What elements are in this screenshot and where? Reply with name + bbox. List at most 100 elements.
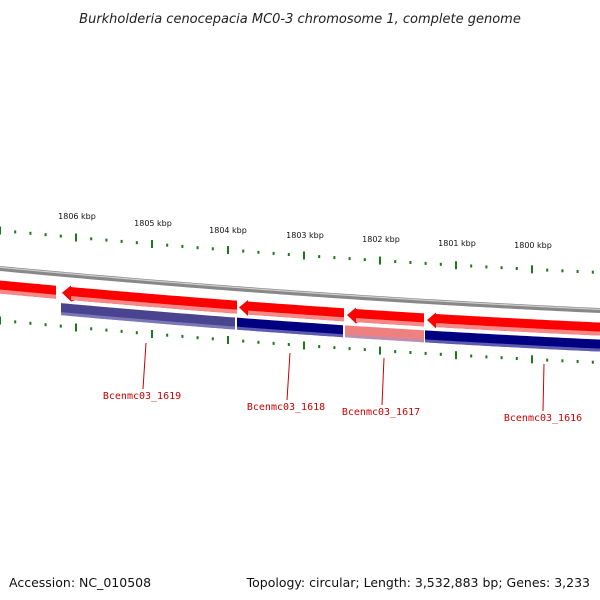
gene-label-1617[interactable]: Bcenmc03_1617 <box>342 407 420 418</box>
major-tick <box>75 233 77 242</box>
minor-tick <box>348 257 351 261</box>
minor-tick <box>211 337 214 341</box>
minor-tick <box>333 256 336 260</box>
minor-tick <box>257 340 260 344</box>
forward-gene-shade-4 <box>436 323 600 336</box>
position-label-1801: 1801 kbp <box>438 239 476 248</box>
minor-tick <box>135 331 138 335</box>
minor-tick <box>59 324 62 328</box>
minor-tick <box>272 341 275 345</box>
minor-tick <box>333 346 336 350</box>
accession-text: Accession: NC_010508 <box>9 575 151 590</box>
minor-tick <box>196 246 199 250</box>
minor-tick <box>14 320 17 324</box>
gene-label-group[interactable]: Bcenmc03_1618 <box>247 352 325 413</box>
forward-gene-shade-3 <box>356 318 424 327</box>
minor-tick <box>485 265 488 269</box>
forward-gene-shade-2 <box>248 310 344 322</box>
major-tick <box>455 261 457 270</box>
position-label-1803: 1803 kbp <box>286 231 324 240</box>
minor-tick <box>485 355 488 359</box>
major-tick <box>455 351 457 360</box>
reverse-gene-shade-2 <box>345 334 424 343</box>
minor-tick <box>561 269 564 273</box>
minor-tick <box>515 267 518 270</box>
major-tick <box>0 316 1 325</box>
major-tick <box>379 256 381 265</box>
major-tick <box>303 251 305 260</box>
minor-tick <box>242 339 245 343</box>
minor-tick <box>394 350 397 354</box>
position-tick-track-inner <box>0 316 594 364</box>
gene-label-group[interactable]: Bcenmc03_1619 <box>103 342 181 402</box>
position-tick-track-outer <box>0 226 594 274</box>
minor-tick <box>561 359 564 363</box>
minor-tick <box>439 262 442 266</box>
minor-tick <box>287 343 290 346</box>
minor-tick <box>546 358 549 362</box>
minor-tick <box>105 328 108 332</box>
minor-tick <box>196 336 199 340</box>
minor-tick <box>120 329 123 333</box>
minor-tick <box>14 230 17 234</box>
minor-tick <box>439 352 442 356</box>
major-tick <box>227 246 229 254</box>
reverse-gene-shade-0 <box>61 312 235 330</box>
minor-tick <box>576 360 579 363</box>
minor-tick <box>181 244 184 248</box>
minor-tick <box>424 261 427 265</box>
minor-tick <box>348 347 351 351</box>
minor-tick <box>59 234 62 238</box>
major-tick <box>0 226 1 235</box>
major-tick <box>531 265 533 274</box>
reverse-gene-0[interactable] <box>61 303 235 330</box>
gene-label-1618[interactable]: Bcenmc03_1618 <box>247 402 325 413</box>
position-label-1800: 1800 kbp <box>514 241 552 250</box>
major-tick <box>151 330 153 338</box>
minor-tick <box>272 251 275 255</box>
minor-tick <box>29 321 32 325</box>
minor-tick <box>500 356 503 360</box>
gene-label-group[interactable]: Bcenmc03_1617 <box>342 357 420 418</box>
position-label-1804: 1804 kbp <box>209 226 247 235</box>
position-labels: 1806 kbp 1805 kbp 1804 kbp 1803 kbp 1802… <box>58 212 552 250</box>
chromosome-backbone <box>0 266 600 314</box>
major-tick <box>303 341 305 350</box>
minor-tick <box>318 345 321 349</box>
minor-tick <box>394 260 397 264</box>
reverse-gene-shade-3 <box>425 339 600 352</box>
gene-label-1616[interactable]: Bcenmc03_1616 <box>504 413 582 424</box>
minor-tick <box>409 351 412 354</box>
minor-tick <box>424 351 427 355</box>
gene-label-group[interactable]: Bcenmc03_1616 <box>504 363 582 424</box>
reverse-gene-shade-1 <box>237 326 343 338</box>
minor-tick <box>363 258 366 262</box>
major-tick <box>379 346 381 355</box>
minor-tick <box>105 238 108 242</box>
minor-tick <box>318 255 321 259</box>
minor-tick <box>44 323 47 327</box>
reverse-gene-3[interactable] <box>425 330 600 352</box>
gene-leader-line <box>542 363 545 412</box>
major-tick <box>531 355 533 364</box>
minor-tick <box>470 354 473 358</box>
major-tick <box>227 336 229 344</box>
forward-strand-track <box>0 280 600 336</box>
major-tick <box>75 323 77 332</box>
gene-label-1619[interactable]: Bcenmc03_1619 <box>103 391 181 402</box>
minor-tick <box>287 253 290 256</box>
forward-gene-shade-0 <box>0 289 56 299</box>
position-label-1805: 1805 kbp <box>134 219 172 228</box>
minor-tick <box>591 270 594 274</box>
gene-leader-line <box>142 342 147 390</box>
chromosome-backbone-highlight <box>0 266 600 310</box>
minor-tick <box>470 264 473 268</box>
gene-labels: Bcenmc03_1619 Bcenmc03_1618 Bcenmc03_161… <box>103 342 582 424</box>
forward-gene-shade-1 <box>71 296 237 314</box>
minor-tick <box>546 268 549 272</box>
map-title: Burkholderia cenocepacia MC0-3 chromosom… <box>79 12 521 27</box>
minor-tick <box>591 360 594 364</box>
gene-leader-line <box>286 352 291 401</box>
reverse-gene-1[interactable] <box>237 317 343 338</box>
